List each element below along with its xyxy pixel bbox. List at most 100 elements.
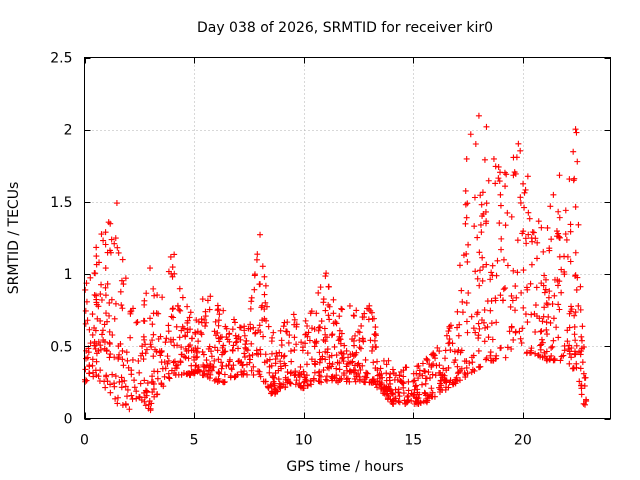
data-point xyxy=(541,272,548,279)
data-point xyxy=(532,235,539,242)
data-point xyxy=(336,366,343,373)
data-point xyxy=(322,338,329,345)
y-tick-label: 0 xyxy=(64,412,73,428)
data-point xyxy=(102,284,109,291)
data-point xyxy=(489,262,496,269)
data-point xyxy=(340,358,347,365)
data-point xyxy=(277,385,284,392)
data-point xyxy=(287,380,294,387)
data-point xyxy=(582,401,589,408)
data-point xyxy=(137,380,144,387)
data-point xyxy=(445,384,452,391)
data-point xyxy=(415,375,422,382)
data-point xyxy=(290,311,297,318)
data-point xyxy=(119,305,126,312)
data-point xyxy=(532,350,539,357)
data-point xyxy=(481,338,488,345)
data-point xyxy=(165,328,172,335)
data-point xyxy=(269,334,276,341)
data-point xyxy=(419,360,426,367)
data-point xyxy=(458,287,465,294)
data-point xyxy=(524,319,531,326)
data-point xyxy=(546,356,553,363)
data-point xyxy=(192,345,199,352)
data-point xyxy=(534,255,541,262)
data-point xyxy=(570,148,577,155)
data-point xyxy=(253,256,260,263)
data-point xyxy=(410,392,417,399)
data-point xyxy=(476,282,483,289)
data-point xyxy=(256,322,263,329)
data-point xyxy=(506,328,513,335)
data-point xyxy=(349,350,356,357)
data-point xyxy=(237,324,244,331)
data-point xyxy=(280,353,287,360)
data-point xyxy=(124,357,131,364)
data-point xyxy=(194,328,201,335)
data-point xyxy=(313,310,320,317)
data-point xyxy=(512,307,519,314)
data-point xyxy=(502,285,509,292)
data-point xyxy=(181,353,188,360)
data-point xyxy=(286,332,293,339)
data-point xyxy=(338,305,345,312)
data-point xyxy=(176,306,183,313)
data-point xyxy=(544,301,551,308)
data-point xyxy=(377,365,384,372)
data-point xyxy=(141,318,148,325)
data-point xyxy=(352,332,359,339)
data-point xyxy=(573,342,580,349)
data-point xyxy=(578,382,585,389)
data-point xyxy=(472,329,479,336)
data-point xyxy=(192,362,199,369)
data-point xyxy=(150,331,157,338)
data-point xyxy=(304,322,311,329)
data-point xyxy=(379,390,386,397)
data-point xyxy=(410,378,417,385)
data-point xyxy=(525,209,532,216)
data-point xyxy=(198,319,205,326)
data-point xyxy=(443,367,450,374)
data-point xyxy=(346,368,353,375)
data-point xyxy=(149,389,156,396)
data-point xyxy=(277,358,284,365)
data-point xyxy=(259,263,266,270)
data-point xyxy=(557,357,564,364)
data-point xyxy=(515,140,522,147)
data-point xyxy=(183,370,190,377)
data-point xyxy=(102,384,109,391)
data-point xyxy=(169,273,176,280)
data-point xyxy=(430,351,437,358)
data-point xyxy=(489,272,496,279)
data-point xyxy=(119,256,126,263)
data-point xyxy=(566,350,573,357)
data-point xyxy=(322,307,329,314)
data-point xyxy=(580,343,587,350)
data-point xyxy=(538,341,545,348)
data-point xyxy=(551,292,558,299)
data-point xyxy=(241,354,248,361)
data-point xyxy=(363,374,370,381)
data-point xyxy=(398,379,405,386)
data-point xyxy=(176,334,183,341)
data-point xyxy=(400,390,407,397)
data-point xyxy=(373,343,380,350)
data-point xyxy=(573,360,580,367)
data-point xyxy=(555,301,562,308)
data-point xyxy=(475,332,482,339)
data-point xyxy=(247,305,254,312)
data-point xyxy=(431,393,438,400)
data-point xyxy=(571,175,578,182)
data-point xyxy=(324,346,331,353)
data-point xyxy=(577,306,584,313)
data-point xyxy=(135,357,142,364)
data-point xyxy=(532,302,539,309)
data-point xyxy=(136,369,143,376)
data-point xyxy=(423,355,430,362)
data-point xyxy=(484,298,491,305)
data-point xyxy=(362,373,369,380)
data-point xyxy=(359,362,366,369)
data-point xyxy=(117,340,124,347)
data-point xyxy=(202,308,209,315)
data-point xyxy=(111,354,118,361)
